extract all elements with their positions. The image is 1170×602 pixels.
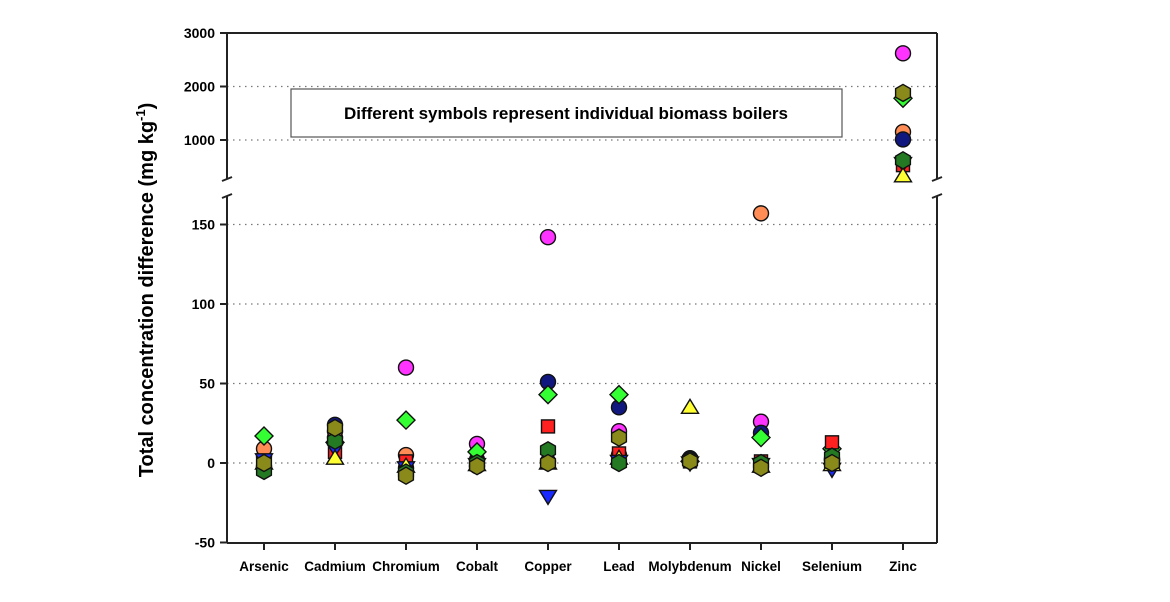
- grid-lines: [227, 85, 937, 464]
- data-point-hexagon: [823, 453, 841, 473]
- data-point-square: [540, 419, 556, 434]
- y-axis-title-text: Total concentration difference (mg kg: [136, 121, 158, 477]
- data-point-triangle-up: [325, 448, 345, 465]
- data-point-hexagon: [752, 458, 770, 478]
- y-tick-label: 100: [192, 296, 216, 312]
- y-tick-label: 1000: [184, 132, 215, 148]
- data-point-hexagon: [468, 456, 486, 476]
- y-tick-label: 50: [199, 376, 215, 392]
- data-point-circle: [539, 229, 557, 246]
- y-axis-title-suffix: ): [136, 103, 158, 110]
- axis-break-mark-left-lower: [221, 193, 233, 199]
- data-point-hexagon: [326, 418, 344, 438]
- data-point-triangle-down: [538, 489, 558, 506]
- axis-break-mark-left-upper: [221, 176, 233, 182]
- axis-ticks: -50 0 50 100 150 1000 2000 3000 Arsenic Cadmium Ch…: [184, 25, 918, 574]
- data-point-triangle-up: [680, 398, 700, 415]
- data-point-hexagon: [681, 452, 699, 471]
- axis-break-mark-right-upper: [931, 176, 943, 182]
- x-tick-label: Selenium: [802, 559, 862, 574]
- data-point-circle: [752, 205, 770, 222]
- data-point-diamond: [751, 427, 771, 448]
- x-tick-label: Molybdenum: [648, 559, 731, 574]
- data-point-triangle-up: [893, 166, 913, 183]
- annotation-text: Different symbols represent individual b…: [344, 104, 788, 123]
- data-point-hexagon: [894, 150, 912, 170]
- y-tick-label: 3000: [184, 25, 215, 41]
- data-point-diamond: [396, 410, 416, 431]
- y-tick-label: 0: [207, 455, 215, 471]
- x-tick-label: Arsenic: [239, 559, 289, 574]
- data-point-hexagon: [610, 453, 628, 473]
- svg-text:Total concentration difference: Total concentration difference (mg kg-1): [133, 103, 158, 478]
- y-axis-title-superscript: -1: [133, 109, 148, 121]
- x-tick-label: Cobalt: [456, 559, 499, 574]
- data-point-hexagon: [397, 466, 415, 486]
- y-tick-label: 2000: [184, 79, 215, 95]
- x-tick-label: Zinc: [889, 559, 917, 574]
- y-tick-label: -50: [195, 535, 215, 551]
- data-point-hexagon: [539, 440, 557, 460]
- y-tick-label: 150: [192, 217, 216, 233]
- data-point-square: [824, 435, 840, 450]
- data-point-hexagon: [894, 83, 912, 103]
- data-point-hexagon: [610, 428, 628, 447]
- data-point-diamond: [609, 384, 629, 405]
- data-point-diamond: [254, 425, 274, 446]
- x-tick-label: Copper: [524, 559, 572, 574]
- x-tick-label: Nickel: [741, 559, 781, 574]
- axes: [221, 32, 943, 544]
- x-tick-label: Cadmium: [304, 559, 366, 574]
- data-point-diamond: [538, 384, 558, 405]
- data-point-hexagon: [539, 453, 557, 473]
- data-point-circle: [894, 131, 912, 148]
- axis-break-mark-right-lower: [931, 193, 943, 199]
- data-point-hexagon: [255, 453, 273, 473]
- x-tick-label: Chromium: [372, 559, 440, 574]
- x-tick-label: Lead: [603, 559, 635, 574]
- data-points: [254, 45, 913, 506]
- annotation-box: Different symbols represent individual b…: [290, 88, 843, 138]
- data-point-circle: [894, 45, 912, 62]
- data-point-circle: [397, 359, 415, 376]
- y-axis-title: Total concentration difference (mg kg-1): [133, 103, 158, 478]
